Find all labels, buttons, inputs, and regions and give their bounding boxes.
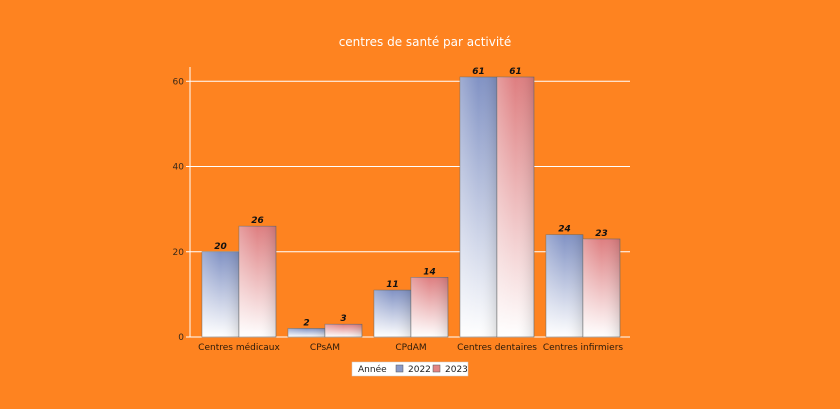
y-tick-label: 40 (173, 163, 185, 173)
data-label: 61 (509, 67, 522, 77)
chart-title: centres de santé par activité (339, 35, 512, 49)
data-label: 26 (251, 216, 264, 226)
legend-label-2023: 2023 (445, 365, 468, 375)
bar-shade-2023 (583, 238, 620, 337)
bars (201, 76, 621, 338)
data-label: 14 (423, 267, 436, 277)
bar-shade-2023 (497, 77, 534, 337)
bar-shade-2022 (202, 251, 239, 337)
y-tick-label: 20 (173, 248, 185, 258)
bar-shade-2023 (239, 226, 276, 337)
bar-shade-2022 (546, 234, 583, 337)
data-label: 2 (303, 318, 309, 328)
legend-label-2022: 2022 (408, 365, 431, 375)
data-label: 61 (472, 67, 485, 77)
legend-swatch-2022 (395, 364, 404, 373)
data-label: 24 (558, 225, 571, 235)
x-tick-label: Centres infirmiers (543, 343, 624, 353)
bar-shade-2023 (411, 277, 448, 337)
legend: Année 2022 2023 (351, 361, 469, 377)
legend-title: Année (358, 364, 387, 375)
legend-swatch-2023 (432, 364, 441, 373)
x-axis: Centres médicaux CPsAM CPdAM Centres dentai… (198, 342, 623, 353)
x-tick-label: CPsAM (310, 343, 340, 353)
data-label: 3 (340, 314, 346, 324)
x-tick-label: Centres médicaux (198, 342, 280, 353)
y-tick-label: 0 (178, 333, 184, 343)
y-tick-label: 60 (173, 77, 185, 87)
data-label: 23 (595, 229, 608, 239)
bar-shade-2022 (288, 328, 325, 337)
x-tick-label: CPdAM (395, 343, 426, 353)
x-tick-label: Centres dentaires (457, 343, 537, 353)
bar-shade-2023 (325, 324, 362, 337)
bar-shade-2022 (374, 290, 411, 337)
data-label: 11 (386, 280, 399, 290)
data-label: 20 (214, 242, 227, 252)
bar-shade-2022 (460, 77, 497, 337)
